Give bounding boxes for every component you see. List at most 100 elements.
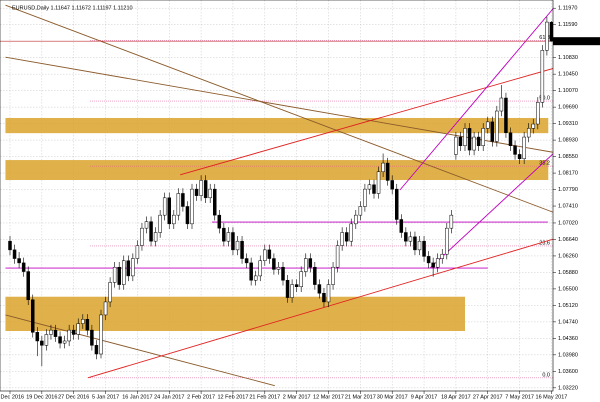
zone: [5, 296, 465, 331]
candle-body: [449, 214, 454, 229]
y-tick-label: 1.10070: [558, 88, 578, 94]
chart-title: EURUSD,Daily 1.11647 1.11672 1.11197 1.1…: [12, 5, 133, 11]
candle-body: [272, 258, 276, 270]
x-tick-label: 16 Jan 2017: [122, 394, 152, 400]
y-tick-label: 1.07790: [558, 187, 578, 193]
x-tick-label: 21 Mar 2017: [345, 394, 376, 400]
axis: 1.11970 1.11590 1.10830 1.10450 1.10070 1.096…: [0, 6, 600, 400]
candle-body: [354, 214, 358, 225]
candle-body: [8, 240, 12, 251]
candle-body: [381, 162, 385, 173]
candle-body: [349, 223, 353, 242]
fib-label: 50.0: [539, 96, 550, 102]
trendline: [5, 56, 553, 153]
candle-body: [417, 240, 422, 251]
y-tick-label: 1.10830: [558, 55, 578, 61]
candle-body: [162, 197, 167, 216]
candle-body: [263, 249, 267, 261]
candle-body: [294, 284, 299, 287]
y-tick-label: 1.08930: [558, 138, 578, 144]
candle-body: [399, 219, 404, 233]
candle-body: [40, 340, 44, 346]
candle-body: [299, 271, 303, 287]
candle-body: [476, 136, 481, 146]
candle-body: [495, 110, 499, 142]
trendline: [180, 68, 553, 176]
candle-body: [222, 227, 226, 242]
candle-body: [531, 123, 535, 129]
trendline: [5, 314, 275, 387]
fib-label: 38.2: [539, 161, 550, 167]
candle-body: [140, 227, 144, 246]
candle-body: [176, 193, 181, 216]
candle-body: [331, 266, 335, 285]
candle-body: [322, 293, 326, 303]
candle-body: [376, 171, 381, 194]
x-tick-label: 27 Dec 2016: [58, 394, 89, 400]
candle-body: [21, 262, 26, 272]
candle-body: [313, 266, 317, 285]
candle-body: [122, 260, 126, 285]
candle-body: [49, 329, 53, 335]
candle-body: [413, 236, 417, 251]
y-tick-label: 1.07020: [558, 220, 578, 226]
candle-body: [304, 258, 308, 272]
trendline: [87, 238, 553, 379]
candle-body: [31, 299, 35, 333]
plot-frame: [0, 0, 554, 392]
candle-body: [513, 145, 517, 155]
candle-body: [112, 266, 117, 283]
candle-body: [276, 266, 281, 270]
candle-body: [358, 206, 363, 216]
candle-body: [404, 232, 408, 242]
candle-body: [431, 262, 435, 268]
candle-body: [58, 336, 62, 344]
candle-body: [395, 188, 399, 220]
x-tick-label: 19 Dec 2016: [26, 394, 57, 400]
x-tick-label: 7 May 2017: [505, 394, 534, 400]
candle-body: [340, 232, 344, 246]
candle-body: [213, 188, 217, 216]
candle-body: [126, 260, 131, 277]
candle-body: [231, 232, 235, 251]
x-tick-label: 27 Apr 2017: [473, 394, 503, 400]
x-tick-label: 30 Mar 2017: [377, 394, 408, 400]
y-tick-label: 1.10450: [558, 72, 578, 78]
y-tick-label: 1.06640: [558, 237, 578, 243]
y-tick-label: 1.07410: [558, 203, 578, 209]
objects: 61.8 50.0 38.2 23.6 0.0: [0, 4, 553, 387]
candle-body: [158, 214, 162, 233]
y-tick-label: 1.03220: [558, 385, 578, 391]
candle-body: [267, 249, 272, 259]
candle-body: [71, 329, 76, 335]
candle-body: [85, 319, 90, 331]
candle-body: [240, 240, 244, 259]
y-tick-label: 1.03980: [558, 352, 578, 358]
candle-body: [526, 128, 531, 138]
candle-body: [385, 162, 390, 181]
candle-body: [185, 206, 190, 225]
fib-label: 61.8: [539, 35, 550, 41]
candle-body: [499, 97, 504, 112]
y-tick-label: 1.06260: [558, 253, 578, 259]
current-price-box: [553, 37, 600, 46]
candle-body: [517, 154, 522, 160]
candle-body: [103, 301, 108, 316]
candle-body: [472, 136, 476, 151]
candle-body: [408, 236, 413, 242]
candle-body: [317, 284, 322, 294]
y-tick-label: 1.09310: [558, 121, 578, 127]
x-tick-label: 5 Jan 2017: [92, 394, 119, 400]
candle-body: [549, 21, 553, 42]
candle-body: [199, 180, 203, 196]
x-tick-label: 2 Mar 2017: [283, 394, 311, 400]
candle-body: [308, 258, 313, 268]
candle-body: [53, 329, 58, 337]
y-tick-label: 1.11590: [558, 22, 577, 28]
candle-body: [208, 188, 212, 199]
candle-body: [540, 50, 545, 103]
y-tick-label: 1.08550: [558, 154, 578, 160]
x-tick-label: 18 Apr 2017: [441, 394, 471, 400]
candle-body: [426, 256, 431, 264]
